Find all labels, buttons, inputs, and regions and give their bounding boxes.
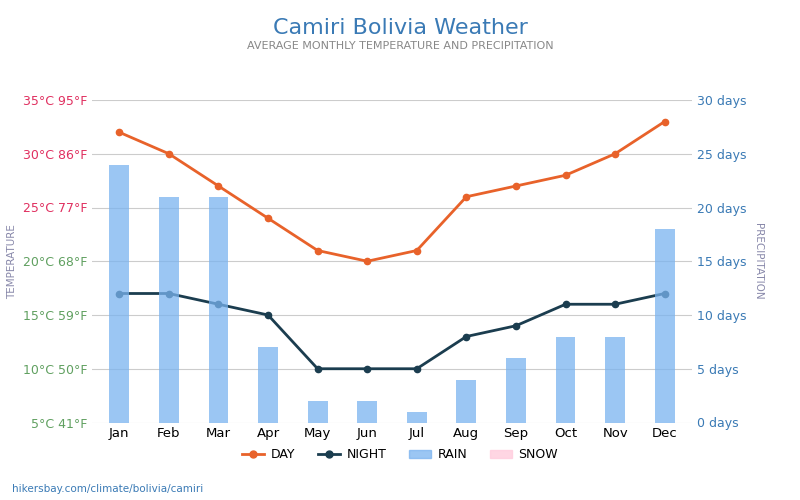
Bar — [506, 358, 526, 422]
Bar — [407, 412, 426, 422]
Bar — [606, 336, 625, 422]
Y-axis label: TEMPERATURE: TEMPERATURE — [7, 224, 17, 298]
Bar — [655, 229, 674, 422]
Text: hikersbay.com/climate/bolivia/camiri: hikersbay.com/climate/bolivia/camiri — [12, 484, 203, 494]
Text: Camiri Bolivia Weather: Camiri Bolivia Weather — [273, 18, 527, 38]
Bar — [556, 336, 575, 422]
Text: AVERAGE MONTHLY TEMPERATURE AND PRECIPITATION: AVERAGE MONTHLY TEMPERATURE AND PRECIPIT… — [246, 41, 554, 51]
Bar — [209, 196, 228, 422]
Bar — [308, 401, 327, 422]
Bar — [159, 196, 178, 422]
Legend: DAY, NIGHT, RAIN, SNOW: DAY, NIGHT, RAIN, SNOW — [237, 443, 563, 466]
Y-axis label: PRECIPITATION: PRECIPITATION — [753, 223, 763, 300]
Bar — [110, 164, 129, 422]
Bar — [258, 347, 278, 422]
Bar — [457, 380, 476, 422]
Bar — [358, 401, 377, 422]
